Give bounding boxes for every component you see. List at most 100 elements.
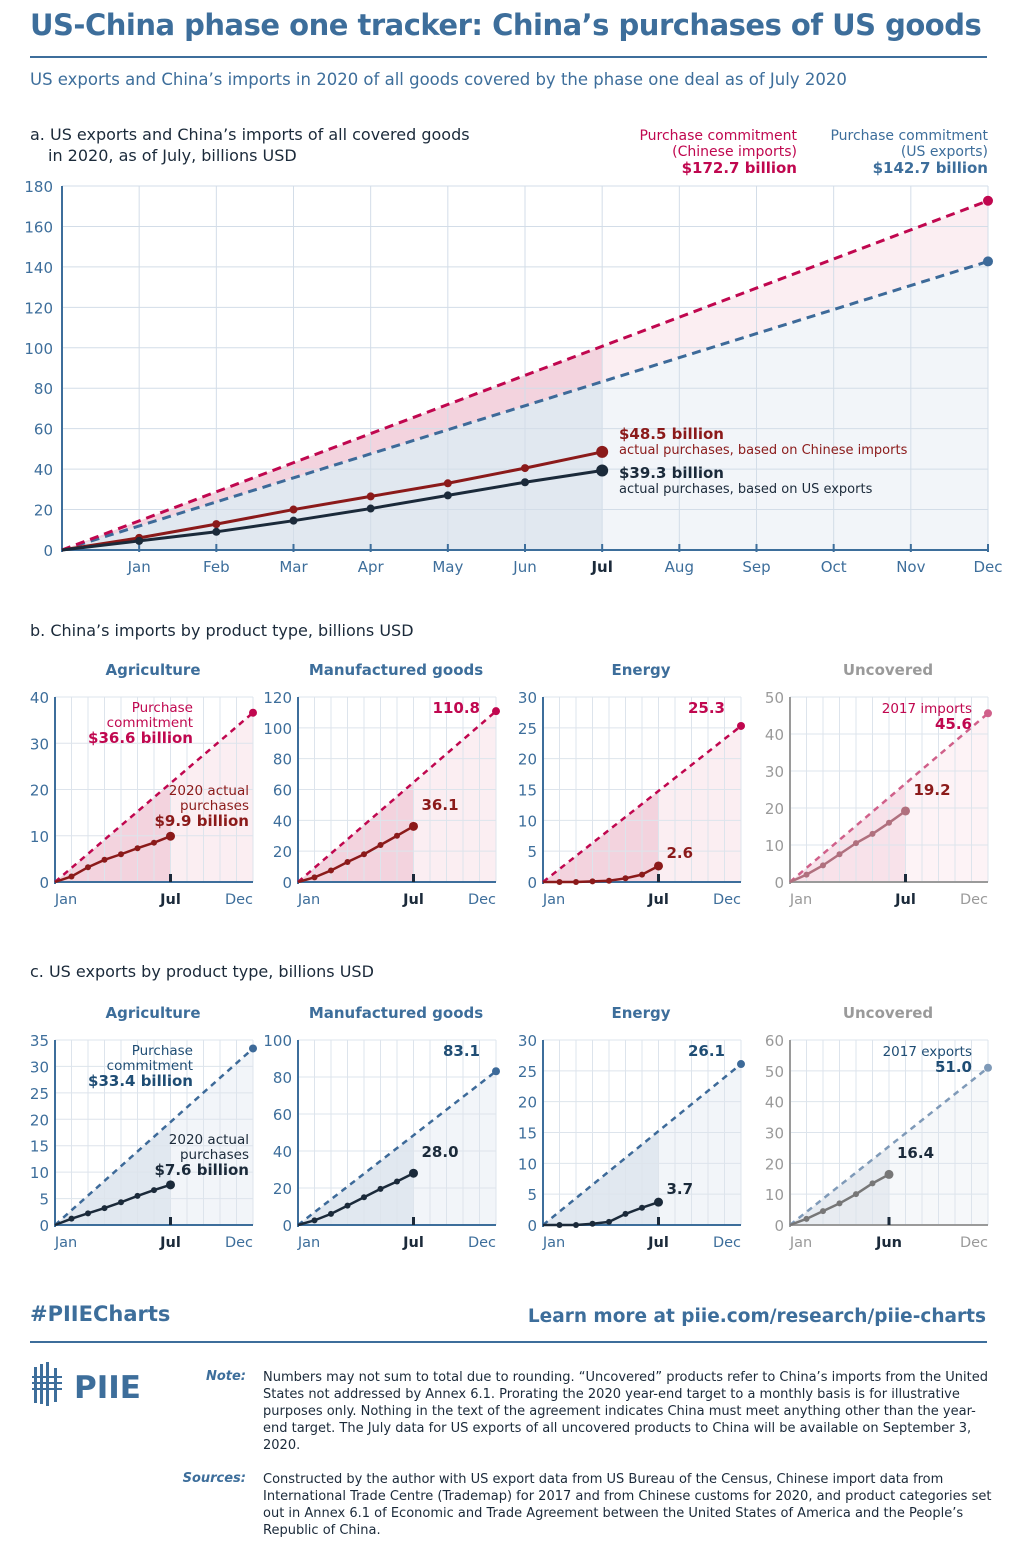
sources-label: Sources: [182,1471,246,1486]
actual-point [836,851,843,858]
actual-point [68,873,75,880]
commitment-endpoint [737,721,745,730]
actual-annotation: 28.0 [422,1145,459,1161]
chinese-imports-point [443,479,452,488]
actual-point [803,1215,810,1222]
annotation-value: $9.9 billion [154,812,249,831]
y-tick-label: 35 [30,1032,49,1050]
heading-line: a. US exports and China’s imports of all… [30,125,470,144]
annotation-text: actual purchases, based on US exports [619,482,873,497]
commitment-annotation: 83.1 [443,1044,480,1060]
annotation-value: 110.8 [432,699,480,717]
commitment-area-remaining [413,1071,496,1225]
actual-point [361,851,367,858]
panel-c-mfg: 0 20 40 60 80 100 Jan Jul Dec [263,1032,500,1251]
annotation-line: 2017 imports [881,701,972,717]
annotation-value: $7.6 billion [154,1160,249,1179]
actual-point [556,879,563,885]
annotation-line: Purchase [131,700,193,716]
panel-b-uncovered: 0 10 20 30 40 50 Jan Jul Dec [765,689,992,908]
x-tick-label: Mar [279,558,308,576]
commitment-endpoint [984,1063,992,1072]
y-tick-label: 40 [765,1094,784,1112]
annotation-value: 2.6 [666,843,694,862]
panel-title: Agriculture [105,1004,201,1022]
y-tick-label: 25 [518,720,537,738]
y-tick-label: 30 [518,1032,537,1050]
actual-point [166,831,175,841]
annotation-line: purchases [179,798,249,815]
y-tick-label: 0 [39,1217,49,1235]
y-tick-label: 10 [765,837,784,855]
x-tick-label: Jan [542,1235,565,1251]
annotation-value: 19.2 [913,780,951,799]
actual-point [573,879,579,885]
y-tick-label: 100 [263,720,292,738]
commitment-annotation: 2017 imports 45.6 [882,702,972,733]
annotation-value: 3.7 [666,1180,694,1199]
x-tick-label: Jun [512,558,536,576]
y-tick-label: 40 [765,726,784,744]
x-tick-label: Jan [542,892,565,908]
actual-point [639,871,645,878]
y-tick-label: 0 [282,874,292,892]
commitment-endpoint [249,708,257,717]
chinese-imports-line [61,450,603,552]
x-tick-label: Oct [821,558,847,576]
heading-line: in 2020, as of July, billions USD [48,146,297,165]
x-tick-label: Jan [54,1235,77,1251]
note-text: Numbers may not sum to total due to roun… [263,1370,988,1453]
y-tick-label: 20 [273,1180,292,1198]
actual-point [311,1217,318,1224]
actual-point [884,1169,894,1179]
y-tick-label: 120 [263,689,292,707]
chinese-imports-point [212,520,221,529]
y-tick-label: 0 [527,874,537,892]
annotation-value: 51.0 [934,1058,972,1076]
actual-point [639,1204,645,1211]
y-tick-label: 180 [24,178,53,196]
actual-annotation: 3.7 [667,1182,694,1198]
y-tick-label: 30 [765,1125,784,1143]
commitment-endpoint [984,709,992,718]
y-tick-label: 20 [30,1111,49,1129]
actual-point [118,851,124,858]
y-tick-label: 50 [765,689,784,707]
actual-point [361,1194,367,1201]
annotation-value: $33.4 billion [88,1072,193,1090]
y-tick-label: 60 [273,782,292,800]
legend-line: (US exports) [900,144,988,160]
actual-point [654,861,663,871]
x-tick-label: Jul [159,1235,181,1251]
x-tick-label: Dec [713,892,741,908]
actual-point [328,1210,334,1217]
y-tick-label: 20 [518,1094,537,1112]
annotation-line: purchases [179,1146,249,1163]
actual-point [853,1191,859,1198]
actual-point [344,1202,351,1209]
legend-line: Purchase commitment [830,128,988,144]
chinese-imports-point [596,445,609,458]
logo-text: PIIE [74,1370,141,1406]
x-tick-label: Jul [894,892,916,908]
sources-text: Constructed by the author with US export… [263,1472,992,1538]
actual-point [820,1208,826,1215]
actual-point [901,806,910,816]
page-title: US-China phase one tracker: China’s purc… [30,8,982,42]
x-tick-label: Jan [789,892,812,908]
divider [30,56,987,58]
y-tick-label: 20 [765,800,784,818]
panel-title: Agriculture [105,661,201,679]
legend-value: $172.7 billion [681,159,797,177]
y-tick-label: 5 [527,1186,537,1204]
x-tick-label: Jan [127,558,151,576]
actual-point [151,839,157,846]
y-tick-label: 30 [765,763,784,781]
actual-point [377,1185,384,1192]
us-commitment-endpoint [983,256,993,267]
y-tick-label: 60 [34,421,53,439]
learn-more-link[interactable]: Learn more at piie.com/research/piie-cha… [527,1306,986,1327]
legend-commitment-us: Purchase commitment (US exports) $142.7 … [830,128,988,177]
